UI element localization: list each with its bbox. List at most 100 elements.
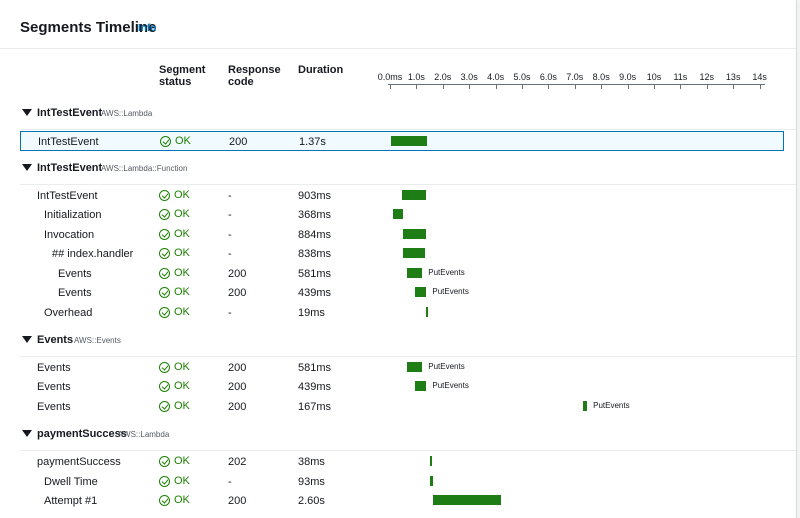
duration-value: 439ms	[298, 381, 332, 393]
caret-down-icon[interactable]	[22, 164, 32, 171]
segment-status: OK	[159, 475, 190, 487]
group-type: AWS::Lambda	[101, 109, 153, 118]
group-name: paymentSuccess	[37, 428, 127, 440]
timeline-bar[interactable]	[414, 287, 427, 297]
segment-row[interactable]: IntTestEvent OK - 903ms	[20, 186, 784, 206]
timeline-bar[interactable]	[430, 476, 433, 486]
axis-tick-label: 13s	[725, 72, 741, 82]
segment-row[interactable]: Events OK 200 439ms PutEvents	[20, 283, 784, 303]
segment-status: OK	[159, 228, 190, 240]
segment-status: OK	[159, 189, 190, 201]
timeline-bar[interactable]	[582, 401, 588, 411]
response-code: 200	[228, 495, 247, 507]
response-code-header-text: Response code	[228, 64, 281, 88]
segment-name: Events	[37, 401, 71, 413]
segment-row[interactable]: Attempt #1 OK 200 2.60s	[20, 491, 784, 511]
timeline-bar-label: PutEvents	[428, 268, 465, 277]
axis-tick	[548, 84, 550, 89]
caret-down-icon[interactable]	[22, 430, 32, 437]
group-header[interactable]: IntTestEvent AWS::Lambda	[0, 106, 796, 130]
duration-value: 2.60s	[298, 495, 325, 507]
timeline-bar[interactable]	[430, 456, 433, 466]
caret-down-icon[interactable]	[22, 109, 32, 116]
response-code: 200	[228, 401, 247, 413]
axis-tick-label: 5.0s	[513, 72, 531, 82]
segment-status-text: OK	[174, 228, 190, 240]
response-code: 202	[228, 456, 247, 468]
caret-down-icon[interactable]	[22, 336, 32, 343]
response-code: 200	[228, 268, 247, 280]
duration-value: 439ms	[298, 287, 332, 299]
segment-status-text: OK	[174, 189, 190, 201]
group-header[interactable]: IntTestEvent AWS::Lambda::Function	[0, 161, 796, 185]
segment-row[interactable]: Events OK 200 581ms PutEvents	[20, 358, 784, 378]
timeline-bar[interactable]	[406, 362, 423, 372]
response-code: -	[228, 476, 232, 488]
axis-tick-label: 6.0s	[539, 72, 557, 82]
segment-status-header-text: Segment status	[159, 64, 206, 88]
timeline-bar[interactable]	[402, 229, 426, 239]
segment-name: IntTestEvent	[38, 136, 99, 148]
group-divider	[20, 129, 796, 130]
axis-tick	[495, 84, 497, 89]
axis-tick	[759, 84, 761, 89]
check-circle-icon	[159, 208, 170, 220]
group-divider	[20, 184, 796, 185]
axis-tick	[442, 84, 444, 89]
segment-row[interactable]: Events OK 200 439ms PutEvents	[20, 377, 784, 397]
timeline-bar[interactable]	[391, 136, 428, 146]
segment-name: Initialization	[44, 209, 102, 221]
axis-tick-label: 10s	[646, 72, 662, 82]
info-link[interactable]: Info	[138, 23, 157, 34]
axis-tick-label: 11s	[673, 72, 688, 82]
response-code: -	[228, 248, 232, 260]
axis-tick	[627, 84, 629, 89]
segment-status: OK	[159, 380, 190, 392]
segment-status: OK	[159, 306, 190, 318]
timeline-bar[interactable]	[402, 190, 426, 200]
segment-row[interactable]: Initialization OK - 368ms	[20, 205, 784, 225]
group-name: Events	[37, 334, 74, 346]
response-code-header: Response code	[228, 64, 281, 88]
timeline-bar[interactable]	[406, 268, 423, 278]
segment-row[interactable]: Events OK 200 167ms PutEvents	[20, 397, 784, 417]
segment-name: Dwell Time	[44, 476, 98, 488]
axis-tick	[522, 84, 523, 89]
timeline-bar[interactable]	[414, 381, 427, 391]
timeline-bar-label: PutEvents	[428, 362, 465, 371]
group-name: IntTestEvent	[37, 107, 103, 119]
segment-row[interactable]: IntTestEvent OK 200 1.37s	[20, 131, 784, 151]
duration-value: 581ms	[298, 362, 332, 374]
timeline-bar[interactable]	[432, 495, 502, 505]
segment-status-header: Segment status	[159, 64, 205, 88]
axis-tick-label: 7.0s	[566, 72, 584, 82]
timeline-bar[interactable]	[392, 209, 403, 219]
group-header[interactable]: Events AWS::Events	[0, 333, 796, 357]
segment-row[interactable]: Events OK 200 581ms PutEvents	[20, 264, 784, 284]
segment-row[interactable]: Overhead OK - 19ms	[20, 303, 784, 323]
duration-value: 93ms	[298, 476, 325, 488]
check-circle-icon	[160, 135, 171, 147]
axis-line	[388, 84, 765, 85]
segment-row[interactable]: ## index.handler OK - 838ms	[20, 244, 784, 264]
group-divider	[20, 450, 796, 451]
check-circle-icon	[159, 228, 170, 240]
group-name: IntTestEvent	[37, 162, 103, 174]
timeline-bar[interactable]	[403, 248, 426, 258]
panel-title: Segments Timeline	[20, 19, 157, 36]
segment-name: IntTestEvent	[37, 190, 98, 202]
group-header[interactable]: paymentSuccess AWS::Lambda	[0, 427, 796, 451]
segment-status: OK	[159, 208, 190, 220]
duration-value: 368ms	[298, 209, 332, 221]
timeline-bar[interactable]	[425, 307, 428, 317]
timeline-bar-label: PutEvents	[432, 381, 469, 390]
duration-value: 838ms	[298, 248, 332, 260]
segment-status-text: OK	[174, 400, 190, 412]
segment-row[interactable]: Dwell Time OK - 93ms	[20, 472, 784, 492]
check-circle-icon	[159, 306, 170, 318]
duration-header: Duration	[298, 64, 344, 76]
segment-row[interactable]: Invocation OK - 884ms	[20, 225, 784, 245]
segment-row[interactable]: paymentSuccess OK 202 38ms	[20, 452, 784, 472]
segment-status: OK	[159, 400, 190, 412]
